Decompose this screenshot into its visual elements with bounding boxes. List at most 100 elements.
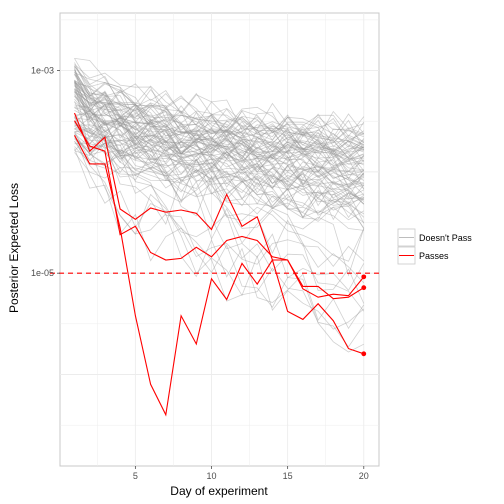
doesnt-pass-series-line [74,135,365,304]
doesnt-pass-series-line [74,117,364,158]
doesnt-pass-series-line [74,58,364,159]
doesnt-pass-series-line [74,82,364,353]
doesnt-pass-series-line [74,95,365,222]
endpoint-marker-3 [361,351,367,357]
x-tick-label: 10 [206,471,216,481]
doesnt-pass-series-line [74,107,364,165]
doesnt-pass-series-line [74,58,365,163]
doesnt-pass-series-line [74,106,364,153]
x-tick-label: 15 [283,471,293,481]
doesnt-pass-series-line [74,122,365,202]
doesnt-pass-series-line [74,98,365,141]
doesnt-pass-series-line [74,81,364,231]
doesnt-pass-series-line [74,62,364,179]
passes-series-group [73,112,365,417]
doesnt-pass-series-line [74,96,365,154]
endpoint-marker-1 [361,274,367,280]
x-axis-title: Day of experiment [170,484,268,498]
doesnt-pass-series-line [74,80,365,189]
doesnt-pass-series-line [74,104,365,173]
doesnt-pass-series-line [74,113,364,158]
doesnt-pass-series-line [74,116,365,219]
doesnt-pass-series-line [74,72,365,159]
doesnt-pass-series-line [74,120,365,330]
doesnt-pass-series-line [74,128,364,164]
legend-label-doesnt-pass: Doesn't Pass [419,233,472,243]
x-axis-ticks: 5 10 15 20 [133,466,369,481]
doesnt-pass-series-line [74,119,364,153]
y-tick-label: 1e-03 [31,66,54,76]
doesnt-pass-series-line [74,107,365,172]
doesnt-pass-series-line [74,89,364,165]
doesnt-pass-series-line [74,88,364,148]
doesnt-pass-series-line [74,93,364,185]
doesnt-pass-series-line [74,80,365,262]
doesnt-pass-series-line [74,85,364,204]
doesnt-pass-series-line [74,90,365,188]
endpoint-markers [361,274,367,357]
plot-panel [59,12,380,467]
doesnt-pass-series-line [74,124,364,207]
doesnt-pass-series-line [74,81,365,312]
doesnt-pass-series-line [74,126,364,157]
legend-label-passes: Passes [419,251,449,261]
doesnt-pass-series-line [74,104,365,142]
doesnt-pass-series-line [74,91,365,190]
doesnt-pass-series-line [74,141,364,199]
passes-series-line-2 [74,120,365,298]
doesnt-pass-series-line [74,136,364,207]
doesnt-pass-series-line [74,68,365,268]
doesnt-pass-series-line [74,94,365,151]
doesnt-pass-series-line [74,91,364,204]
doesnt-pass-series-line [74,89,364,171]
doesnt-pass-series-line [74,131,365,230]
doesnt-pass-series-line [74,111,365,143]
y-axis-ticks: 1e-03 1e-05 [31,66,60,278]
doesnt-pass-series-line [74,85,365,291]
doesnt-pass-series-line [74,116,364,188]
doesnt-pass-series-line [74,69,365,169]
doesnt-pass-series-line [74,66,365,277]
doesnt-pass-series-line [74,64,364,147]
doesnt-pass-series-line [74,82,365,224]
doesnt-pass-series-line [74,146,365,196]
doesnt-pass-series-line [74,66,365,189]
doesnt-pass-series-line [74,82,364,139]
doesnt-pass-series-line [74,81,364,166]
x-tick-label: 20 [359,471,369,481]
doesnt-pass-series-line [74,128,364,159]
doesnt-pass-series-line [74,110,365,176]
doesnt-pass-series-line [74,83,365,153]
doesnt-pass-series-line [74,80,365,181]
doesnt-pass-series-line [74,137,365,165]
doesnt-pass-series-line [74,101,365,229]
panel-frame [59,12,380,467]
doesnt-pass-series-line [74,79,365,206]
doesnt-pass-series-line [74,74,364,171]
doesnt-pass-series-line [74,71,364,187]
doesnt-pass-series-line [74,117,364,190]
doesnt-pass-series-line [74,152,364,215]
doesnt-pass-series-line [74,88,365,148]
doesnt-pass-series-line [74,65,365,207]
doesnt-pass-series-line [74,127,364,173]
doesnt-pass-series-line [74,91,364,156]
doesnt-pass-series-line [74,65,365,180]
legend: Doesn't Pass Passes [397,228,472,265]
doesnt-pass-series-line [74,69,365,166]
doesnt-pass-series-line [74,72,364,146]
doesnt-pass-series-line [74,133,365,196]
y-axis-title: Posterior Expected Loss [7,183,21,313]
doesnt-pass-series-line [74,148,365,348]
doesnt-pass-series-line [74,121,365,179]
doesnt-pass-series-line [74,140,365,330]
doesnt-pass-series-line [74,130,364,214]
doesnt-pass-series-line [74,73,365,143]
doesnt-pass-series-group [74,58,365,353]
doesnt-pass-series-line [74,112,364,176]
passes-series-line-3 [74,134,364,417]
endpoint-marker-2 [361,285,367,291]
doesnt-pass-series-line [74,74,365,205]
doesnt-pass-series-line [74,136,365,220]
